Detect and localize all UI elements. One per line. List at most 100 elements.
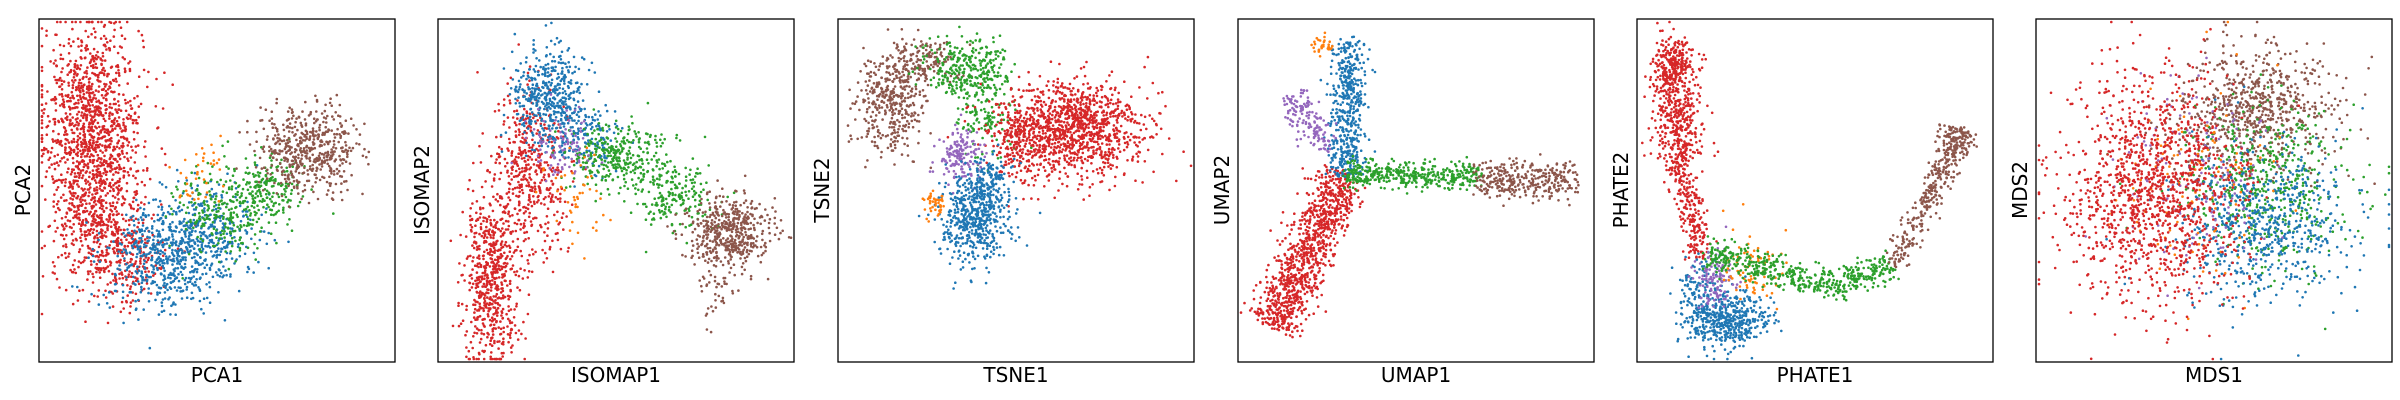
scatter-point xyxy=(264,173,268,177)
scatter-point xyxy=(219,178,222,182)
scatter-point xyxy=(542,102,545,105)
scatter-point xyxy=(323,109,327,113)
scatter-point xyxy=(96,153,100,157)
scatter-point xyxy=(221,144,224,148)
scatter-point xyxy=(61,98,65,101)
scatter-point xyxy=(253,161,257,164)
scatter-point xyxy=(531,138,534,142)
scatter-point xyxy=(193,171,197,175)
scatter-point xyxy=(473,264,477,268)
scatter-point xyxy=(315,169,318,173)
scatter-point xyxy=(201,159,205,163)
scatter-point xyxy=(556,166,559,169)
scatter-point xyxy=(330,129,334,132)
scatter-point xyxy=(550,69,554,73)
scatter-point xyxy=(545,215,549,218)
scatter-point xyxy=(95,191,99,195)
scatter-point xyxy=(265,196,269,200)
scatter-point xyxy=(95,66,99,70)
scatter-point xyxy=(135,209,139,213)
scatter-point xyxy=(82,114,86,117)
scatter-point xyxy=(472,335,475,338)
scatter-point xyxy=(71,116,74,119)
scatter-point xyxy=(249,185,252,189)
scatter-point xyxy=(551,270,555,274)
scatter-point xyxy=(125,151,129,155)
scatter-point xyxy=(42,111,45,115)
scatter-point xyxy=(78,89,81,92)
scatter-point xyxy=(69,96,72,100)
scatter-point xyxy=(232,223,236,227)
scatter-point xyxy=(502,326,506,330)
scatter-point xyxy=(555,136,559,139)
scatter-point xyxy=(267,221,271,224)
scatter-point xyxy=(472,246,476,250)
scatter-point xyxy=(124,109,128,113)
scatter-point xyxy=(71,198,75,201)
scatter-point xyxy=(508,246,512,249)
scatter-point xyxy=(80,145,83,148)
scatter-point xyxy=(74,101,78,105)
scatter-point xyxy=(197,217,201,220)
scatter-point xyxy=(76,147,80,151)
scatter-point xyxy=(71,203,74,207)
scatter-point xyxy=(470,277,474,280)
scatter-point xyxy=(61,102,64,106)
scatter-point xyxy=(95,254,99,258)
scatter-point xyxy=(88,191,91,194)
scatter-point xyxy=(253,163,257,167)
scatter-point xyxy=(174,211,178,214)
scatter-point xyxy=(127,141,131,144)
scatter-point xyxy=(104,37,108,40)
scatter-point xyxy=(563,82,566,85)
scatter-point xyxy=(509,289,512,293)
scatter-point xyxy=(107,220,110,223)
scatter-point xyxy=(97,238,100,242)
scatter-point xyxy=(332,153,335,156)
scatter-point xyxy=(497,109,501,112)
scatter-point xyxy=(97,167,100,171)
scatter-point xyxy=(288,122,292,125)
scatter-point xyxy=(511,188,515,191)
scatter-point xyxy=(141,218,144,222)
scatter-point xyxy=(116,254,119,258)
scatter-point xyxy=(214,207,218,211)
scatter-point xyxy=(504,165,507,168)
scatter-point xyxy=(525,77,528,81)
scatter-point xyxy=(267,231,271,235)
scatter-point xyxy=(518,201,521,205)
scatter-point xyxy=(181,289,185,293)
scatter-point xyxy=(117,104,121,107)
scatter-point xyxy=(572,159,576,163)
scatter-point xyxy=(500,311,504,315)
scatter-point xyxy=(218,215,221,218)
scatter-point xyxy=(198,288,201,291)
scatter-point xyxy=(296,143,300,146)
scatter-point xyxy=(93,165,96,168)
scatter-point xyxy=(78,174,81,177)
scatter-point xyxy=(344,119,348,122)
scatter-point xyxy=(319,144,323,148)
scatter-point xyxy=(120,243,123,246)
scatter-point xyxy=(327,189,330,192)
scatter-point xyxy=(70,90,74,94)
scatter-point xyxy=(113,127,117,130)
scatter-point xyxy=(83,192,86,196)
scatter-point xyxy=(538,144,541,148)
scatter-point xyxy=(209,240,213,243)
scatter-point xyxy=(124,249,127,252)
scatter-point xyxy=(472,161,475,165)
scatter-point xyxy=(551,123,555,127)
scatter-point xyxy=(311,134,315,137)
scatter-point xyxy=(92,158,96,162)
scatter-point xyxy=(328,101,332,105)
scatter-point xyxy=(114,225,117,229)
scatter-point xyxy=(507,340,510,344)
scatter-point xyxy=(517,128,521,131)
scatter-point xyxy=(494,242,498,246)
scatter-point xyxy=(460,302,464,306)
scatter-point xyxy=(482,236,486,240)
scatter-point xyxy=(515,123,518,127)
scatter-point xyxy=(79,81,83,85)
scatter-point xyxy=(194,283,198,287)
